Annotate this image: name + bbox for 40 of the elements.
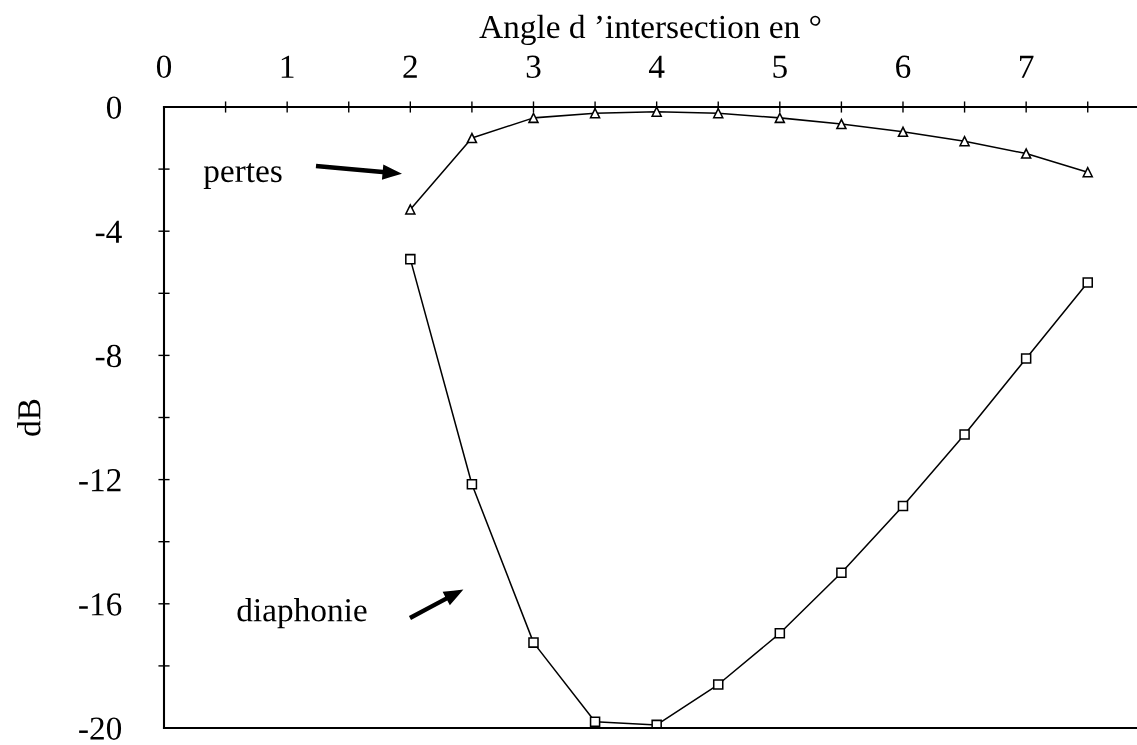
annotation: pertes	[203, 163, 282, 189]
point	[1082, 166, 1094, 178]
x-axis-title: Angle d ’intersection en °	[479, 14, 821, 46]
point	[466, 132, 478, 144]
point	[959, 429, 970, 440]
y-tick-label: 0	[106, 96, 122, 119]
x-tick-label: 2	[403, 55, 417, 78]
x-tick-label: 4	[648, 55, 665, 78]
annotation: diaphonie	[237, 598, 367, 629]
y-tick-label: -20	[79, 717, 122, 740]
point	[897, 500, 909, 512]
x-tick-label: 7	[1020, 55, 1034, 78]
y-tick-label: -12	[79, 469, 121, 492]
point	[528, 637, 539, 648]
x-tick-label: 0	[156, 55, 172, 79]
point	[405, 253, 416, 265]
x-tick-label: 6	[896, 55, 911, 79]
x-tick-label: 5	[773, 55, 787, 79]
x-tick-label: 3	[526, 55, 541, 79]
x-tick-label: 1	[281, 55, 294, 78]
point	[712, 107, 724, 119]
point	[589, 716, 601, 728]
point	[528, 112, 539, 124]
point	[712, 679, 724, 690]
point	[897, 126, 909, 138]
y-tick-label: -8	[95, 344, 122, 368]
point	[836, 567, 847, 579]
point	[466, 478, 478, 490]
point	[1082, 277, 1094, 288]
point	[1020, 148, 1032, 159]
point	[836, 118, 847, 130]
point	[774, 112, 786, 124]
y-tick-label: -4	[95, 220, 122, 243]
point	[959, 135, 970, 147]
point	[774, 628, 786, 639]
point	[589, 107, 601, 119]
y-tick-label: -16	[79, 593, 122, 616]
point	[405, 204, 416, 215]
y-axis-title: dB	[17, 399, 41, 436]
point	[1020, 353, 1032, 364]
